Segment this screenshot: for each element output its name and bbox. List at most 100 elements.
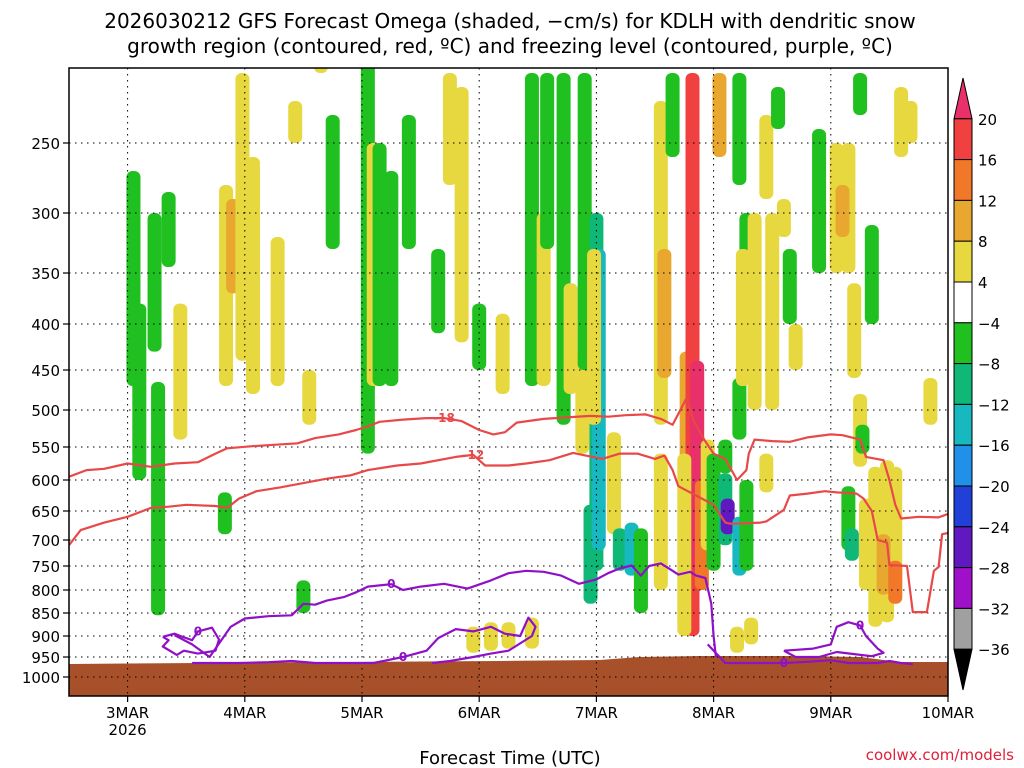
colorbar-label: −16 xyxy=(978,437,1010,455)
y-tick-label: 550 xyxy=(31,439,60,457)
omega-shade-cell xyxy=(454,87,469,343)
omega-shade-cell xyxy=(923,378,938,425)
omega-shade-cell xyxy=(235,73,250,361)
terrain-ground xyxy=(69,656,948,696)
omega-shade-cell xyxy=(288,101,303,143)
colorbar-label: 12 xyxy=(978,192,997,210)
x-tick-label: 8MAR xyxy=(692,704,735,722)
omega-shade-cell xyxy=(173,303,188,440)
omega-shade-cell xyxy=(372,143,387,386)
colorbar-segment xyxy=(953,363,973,405)
omega-shade-cell xyxy=(270,237,285,386)
contour-label: -18 xyxy=(433,411,455,425)
omega-shade-cell xyxy=(759,453,774,493)
contour-line xyxy=(173,562,717,659)
omega-shade-cell xyxy=(132,303,147,480)
contour-line xyxy=(783,621,885,659)
omega-shade-cell xyxy=(540,73,555,249)
omega-shade-cell xyxy=(495,313,510,394)
x-axis-label: Forecast Time (UTC) xyxy=(419,748,600,768)
colorbar-label: −32 xyxy=(978,600,1010,618)
colorbar-segment xyxy=(953,322,973,365)
omega-shade-cell xyxy=(612,528,627,571)
colorbar-label: 4 xyxy=(978,274,988,292)
x-tick-label: 4MAR xyxy=(223,704,266,722)
y-tick-label: 700 xyxy=(31,532,60,550)
contour-label: 0 xyxy=(387,577,395,591)
axes: 250 300 350 400 450 500 550 600 650 700 750 800 850 9… xyxy=(22,67,975,739)
colorbar-segment xyxy=(953,444,973,487)
colorbar-label: −28 xyxy=(978,560,1010,578)
omega-shade-cell xyxy=(835,185,850,237)
x-tick-label: 7MAR xyxy=(575,704,618,722)
omega-shade-cell xyxy=(855,424,870,454)
contour-label: -12 xyxy=(462,448,484,462)
omega-shade-cell xyxy=(812,129,827,273)
colorbar-cap-top xyxy=(953,77,973,120)
omega-shade-cell xyxy=(732,73,747,185)
omega-shade-cell xyxy=(888,560,903,604)
y-tick-label: 400 xyxy=(31,316,60,334)
omega-shade-cell xyxy=(314,68,328,73)
x-tick-sublabel: 2026 xyxy=(109,721,147,739)
omega-shade-cell xyxy=(788,324,803,370)
colorbar-segment xyxy=(953,485,973,528)
omega-shade-cell xyxy=(147,213,162,352)
omega-shade-cell xyxy=(903,101,918,143)
omega-shade-cell xyxy=(747,213,762,410)
colorbar-label: −36 xyxy=(978,641,1010,659)
x-tick-label: 10MAR xyxy=(922,704,975,722)
y-tick-label: 800 xyxy=(31,582,60,600)
contour-label: 0 xyxy=(780,656,788,670)
omega-shade-cell xyxy=(765,213,780,410)
colorbar-segment xyxy=(953,526,973,569)
colorbar-segment xyxy=(953,281,973,324)
omega-shade-cell xyxy=(466,626,481,653)
omega-shade-cell xyxy=(161,192,176,267)
omega-shade-cell xyxy=(735,249,750,386)
omega-shade-cell xyxy=(712,73,727,157)
omega-shade-cell xyxy=(431,249,446,334)
plot-area: -18 -12 0 0 0 0 0 xyxy=(69,68,948,696)
omega-shade-cell xyxy=(606,432,621,535)
omega-shade-cell xyxy=(853,73,868,115)
contour-line xyxy=(192,616,537,665)
contour-label: 0 xyxy=(856,618,864,632)
colorbar-label: −20 xyxy=(978,478,1010,496)
x-tick-label: 5MAR xyxy=(340,704,383,722)
x-tick-label: 3MAR xyxy=(106,704,149,722)
contour-label: 0 xyxy=(194,624,202,638)
omega-shade-cell xyxy=(401,115,416,249)
colorbar-segment xyxy=(953,240,973,283)
omega-shade-cell xyxy=(246,157,261,394)
omega-shade-cell xyxy=(587,249,602,425)
colorbar-segment xyxy=(953,199,973,242)
colorbar-segment xyxy=(953,567,973,609)
y-tick-label: 250 xyxy=(31,135,60,153)
omega-shade-cell xyxy=(776,199,791,237)
omega-shade-cell xyxy=(633,528,648,613)
omega-shade-cell xyxy=(677,453,692,636)
omega-shade-cell xyxy=(739,480,754,571)
colorbar-cap-bottom xyxy=(953,648,973,691)
colorbar-segment xyxy=(953,607,973,650)
omega-shade-cell xyxy=(730,626,745,653)
omega-shade-cell xyxy=(759,115,774,199)
y-tick-label: 300 xyxy=(31,205,60,223)
omega-shade-cell xyxy=(657,249,672,378)
omega-shade-cell xyxy=(442,73,457,185)
contour-line xyxy=(69,451,948,614)
x-tick-label: 6MAR xyxy=(458,704,501,722)
omega-shade-cell xyxy=(732,378,747,440)
omega-shade-cell xyxy=(501,622,516,649)
title-line-2: growth region (contoured, red, ºC) and f… xyxy=(127,34,893,58)
omega-shade-cell xyxy=(744,617,759,645)
colorbar-label: 8 xyxy=(978,233,988,251)
omega-shade-cell xyxy=(302,370,317,425)
omega-shade-cell xyxy=(665,73,680,157)
contour-line xyxy=(161,626,221,656)
colorbar: 20 16 12 8 4 −4 −8 −12 −16 −20 −24 −28 −32 −36 xyxy=(953,77,1010,691)
omega-shade-cell xyxy=(720,498,735,535)
omega-shade-cell xyxy=(384,171,399,386)
